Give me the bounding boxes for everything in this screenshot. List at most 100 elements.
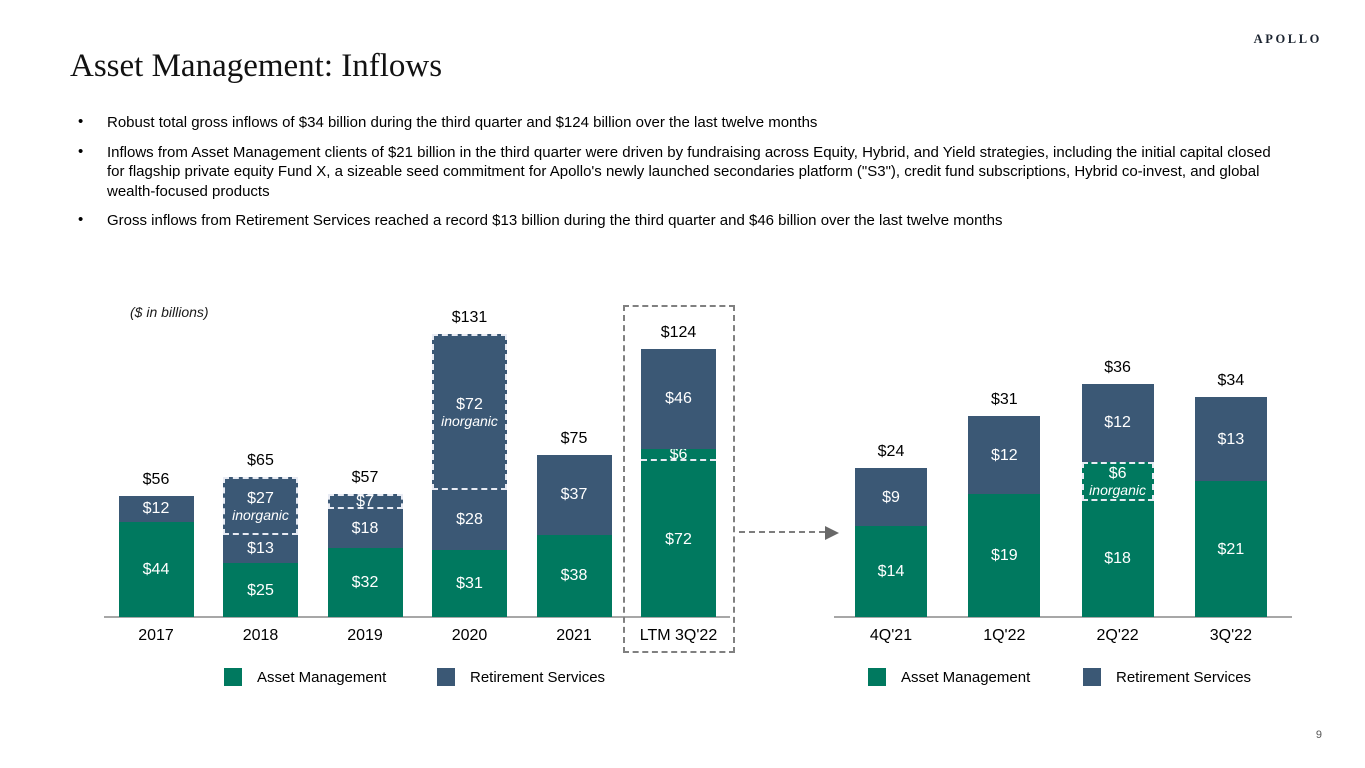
legend-label: Retirement Services — [470, 668, 606, 686]
bar-segment: $46 — [641, 349, 716, 449]
bar-total-label: $24 — [877, 443, 905, 461]
x-axis — [834, 616, 1292, 618]
segment-value-label: $18 — [1104, 550, 1131, 568]
page-number: 9 — [1315, 729, 1322, 741]
segment-value-label: $27 — [247, 489, 274, 507]
x-axis-category-label: 2Q'22 — [1096, 627, 1139, 644]
bar-total-label: $65 — [247, 451, 274, 469]
bullet-marker: • — [78, 113, 84, 130]
legend-label: Asset Management — [901, 668, 1031, 686]
bar-total-label: $124 — [660, 324, 697, 342]
highlight-box — [622, 305, 735, 653]
bar-segment: $12 — [1081, 384, 1154, 462]
x-axis-category-label: 4Q'21 — [869, 627, 913, 644]
bar-segment: $12 — [968, 416, 1041, 495]
bar-total-label: $56 — [142, 471, 170, 489]
segment-value-label: $18 — [351, 519, 379, 537]
segment-value-label: $12 — [990, 446, 1018, 464]
bar-segment: $6 inorganic — [1081, 461, 1154, 501]
legend-item: Retirement Services — [1083, 668, 1251, 686]
bar-segment: $21 — [1194, 481, 1267, 617]
segment-value-label: $72 — [665, 530, 692, 548]
bar-segment: $44 — [118, 521, 194, 617]
segment-value-label: $46 — [665, 390, 692, 408]
x-axis-category-label: 1Q'22 — [983, 627, 1026, 644]
bar-segment: $18 — [327, 509, 403, 548]
bar-segment: $25 — [223, 563, 298, 617]
segment-value-label: $72 — [456, 395, 483, 413]
segment-value-label: $14 — [877, 563, 905, 581]
bar-total-label: $36 — [1104, 359, 1131, 377]
x-axis-category-label: LTM 3Q'22 — [639, 627, 718, 644]
bar-total-label: $31 — [990, 391, 1018, 409]
bar-segment: $6 — [641, 445, 716, 463]
segment-value-label: $44 — [142, 560, 170, 578]
legend-label: Retirement Services — [1116, 668, 1252, 686]
bar-segment: $32 — [327, 547, 403, 617]
bar-segment: $37 — [536, 455, 612, 535]
bullet-list: • Robust total gross inflows of $34 billi… — [73, 113, 1289, 241]
x-axis-category-label: 2019 — [347, 627, 383, 644]
segment-value-label: $25 — [247, 581, 274, 599]
bar-total-label: $57 — [351, 468, 379, 486]
bullet-item: • Gross inflows from Retirement Services … — [73, 211, 1289, 231]
flow-arrow-head-icon — [825, 526, 839, 540]
segment-value-label: $38 — [560, 567, 588, 585]
segment-value-label: $6 — [1108, 465, 1127, 483]
bullet-item: • Robust total gross inflows of $34 billi… — [73, 113, 1289, 133]
x-axis-category-label: 2018 — [242, 627, 279, 644]
segment-value-label: $19 — [990, 547, 1018, 565]
segment-note-label: inorganic — [232, 506, 289, 523]
legend-item: Asset Management — [224, 668, 386, 686]
legend-item: Asset Management — [868, 668, 1030, 686]
legend-item: Retirement Services — [437, 668, 605, 686]
segment-value-label: $9 — [882, 488, 900, 506]
segment-note-label: inorganic — [1089, 482, 1146, 499]
bullet-text: Gross inflows from Retirement Services r… — [107, 212, 1003, 229]
page-title: Asset Management: Inflows — [70, 48, 443, 84]
bar-segment: $72 — [641, 461, 716, 617]
legend-label: Asset Management — [257, 668, 387, 686]
segment-value-label: $32 — [351, 573, 379, 591]
bullet-marker: • — [78, 211, 84, 228]
segment-value-label: $37 — [560, 486, 588, 504]
segment-value-label: $12 — [142, 500, 170, 518]
bar-segment: $31 — [432, 550, 507, 617]
bar-segment: $19 — [968, 494, 1041, 617]
bar-total-label: $131 — [451, 309, 488, 327]
apollo-logo: APOLLO — [1253, 32, 1322, 46]
bar-segment: $14 — [855, 526, 927, 617]
asset-management-swatch-icon — [868, 668, 886, 686]
x-axis-category-label: 3Q'22 — [1209, 627, 1252, 644]
bar-segment: $9 — [855, 468, 927, 527]
segment-value-label: $31 — [456, 575, 483, 592]
bar-segment: $7 — [327, 492, 403, 510]
bar-segment: $18 — [1081, 500, 1154, 617]
bar-segment: $13 — [1194, 397, 1267, 482]
flow-arrow-line — [739, 531, 825, 533]
bar-segment: $72 inorganic — [432, 334, 507, 490]
bar-total-label: $75 — [560, 430, 588, 447]
retirement-services-swatch-icon — [437, 668, 455, 686]
bullet-text: Robust total gross inflows of $34 billio… — [107, 114, 818, 131]
bar-segment: $12 — [118, 496, 194, 522]
bar-segment: $28 — [432, 489, 507, 551]
segment-note-label: inorganic — [441, 412, 498, 429]
bar-total-label: $34 — [1217, 372, 1245, 390]
x-axis-category-label: 2020 — [451, 627, 488, 644]
segment-value-label: $21 — [1217, 540, 1245, 558]
x-axis — [104, 616, 730, 618]
bar-segment: $38 — [536, 534, 612, 617]
segment-value-label: $13 — [247, 540, 274, 558]
x-axis-category-label: 2017 — [138, 627, 174, 644]
x-axis-category-label: 2021 — [556, 627, 592, 644]
asset-management-swatch-icon — [224, 668, 242, 686]
bullet-marker: • — [78, 142, 84, 160]
retirement-services-swatch-icon — [1083, 668, 1101, 686]
segment-value-label: $7 — [356, 492, 374, 510]
segment-value-label: $12 — [1104, 414, 1131, 432]
bullet-text: Inflows from Asset Management clients of… — [107, 143, 1271, 200]
segment-value-label: $6 — [669, 445, 688, 463]
units-note: ($ in billions) — [130, 304, 209, 320]
